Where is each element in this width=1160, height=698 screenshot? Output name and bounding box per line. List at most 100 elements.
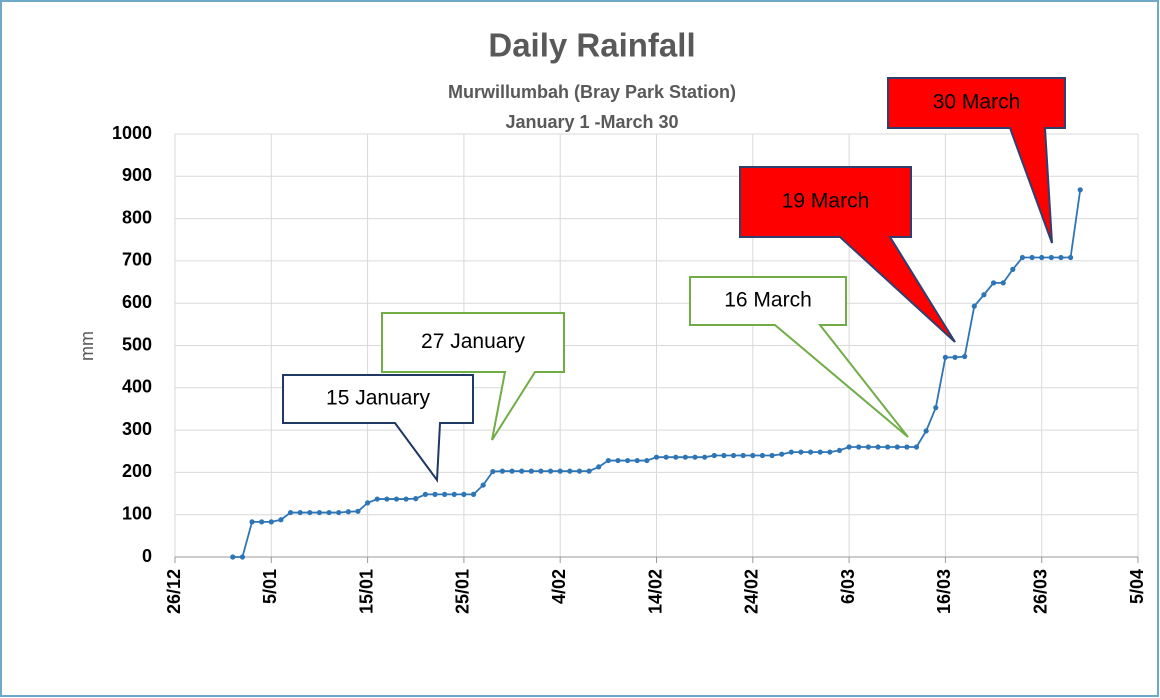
- data-point: [287, 509, 294, 516]
- data-point: [836, 447, 843, 454]
- data-point: [615, 457, 621, 464]
- data-point: [316, 509, 323, 516]
- data-point: [1000, 280, 1006, 286]
- data-point: [750, 452, 756, 459]
- data-point: [278, 517, 284, 523]
- data-point: [644, 457, 650, 464]
- data-point: [393, 496, 400, 502]
- x-tick-label: 15/01: [356, 569, 376, 614]
- data-point: [913, 444, 920, 450]
- x-tick-label: 16/03: [934, 569, 954, 614]
- data-point: [971, 303, 977, 309]
- x-tick-label: 4/02: [549, 569, 569, 604]
- x-tick-label: 26/03: [1030, 569, 1050, 614]
- data-point: [1010, 266, 1016, 272]
- data-point: [509, 468, 515, 474]
- data-point: [403, 496, 409, 502]
- x-tick-label: 25/01: [453, 569, 473, 614]
- data-point: [904, 444, 910, 450]
- y-tick-label: 700: [122, 250, 152, 270]
- data-point: [692, 454, 698, 460]
- y-tick-label: 0: [142, 546, 152, 566]
- callout: [887, 77, 1066, 244]
- data-point: [461, 491, 467, 497]
- data-point: [779, 451, 785, 457]
- data-point: [990, 280, 997, 286]
- data-point: [432, 491, 438, 497]
- data-point: [336, 509, 342, 516]
- data-point: [596, 464, 602, 470]
- data-point: [798, 449, 804, 455]
- data-point: [345, 509, 351, 515]
- x-tick-label: 14/02: [645, 569, 665, 614]
- data-point: [625, 457, 631, 464]
- data-point: [817, 449, 823, 455]
- data-point: [865, 444, 871, 450]
- x-tick-label: 5/01: [260, 569, 280, 604]
- data-point: [239, 554, 246, 560]
- data-point: [711, 452, 717, 459]
- callout: [381, 312, 565, 441]
- y-axis-label: mm: [77, 331, 97, 361]
- data-point: [259, 519, 265, 525]
- y-tick-label: 600: [122, 292, 152, 312]
- data-point: [1077, 187, 1083, 193]
- callout-text: 15 January: [326, 387, 430, 410]
- data-point: [1067, 254, 1074, 261]
- y-tick-label: 900: [122, 165, 152, 185]
- data-point: [557, 468, 563, 474]
- callout-text: 30 March: [933, 91, 1021, 114]
- data-point: [442, 491, 448, 497]
- callout: [282, 374, 474, 483]
- data-point: [230, 554, 236, 560]
- data-point: [769, 452, 775, 459]
- data-point: [702, 454, 708, 460]
- data-point: [528, 468, 534, 474]
- chart-subtitle: January 1 -March 30: [505, 112, 678, 132]
- data-point: [567, 468, 573, 474]
- callout: [739, 166, 956, 343]
- data-point: [307, 509, 313, 516]
- callout-text: 19 March: [782, 190, 870, 213]
- data-point: [875, 444, 881, 450]
- data-point: [1019, 254, 1026, 261]
- data-point: [413, 496, 419, 502]
- data-point: [653, 454, 660, 460]
- data-point: [355, 508, 361, 514]
- callout-text: 16 March: [724, 289, 812, 312]
- data-point: [297, 509, 303, 516]
- data-point: [827, 449, 833, 455]
- data-point: [480, 482, 486, 488]
- data-point: [788, 449, 794, 455]
- data-point: [576, 468, 583, 474]
- data-point: [981, 292, 987, 298]
- y-tick-label: 100: [122, 503, 152, 523]
- data-point: [885, 444, 891, 450]
- data-point: [470, 491, 477, 497]
- data-point: [490, 468, 496, 475]
- data-point: [422, 491, 428, 497]
- y-tick-label: 800: [122, 207, 152, 227]
- data-point: [933, 405, 939, 411]
- data-point: [682, 454, 688, 460]
- data-point: [365, 500, 371, 506]
- data-point: [807, 449, 814, 455]
- data-point: [547, 468, 554, 474]
- x-tick-label: 6/03: [838, 569, 858, 604]
- data-point: [268, 519, 274, 525]
- data-point: [451, 491, 457, 497]
- data-point: [730, 452, 737, 459]
- data-point: [1029, 254, 1035, 261]
- callout-text: 27 January: [421, 330, 525, 353]
- y-tick-label: 500: [122, 334, 152, 354]
- data-point: [1058, 254, 1064, 261]
- data-point: [374, 496, 380, 502]
- data-point: [923, 428, 929, 434]
- data-point: [894, 444, 900, 450]
- data-point: [249, 519, 255, 525]
- data-point: [721, 452, 727, 459]
- x-tick-label: 5/04: [1127, 569, 1147, 604]
- data-point: [663, 454, 669, 460]
- data-point: [384, 496, 390, 502]
